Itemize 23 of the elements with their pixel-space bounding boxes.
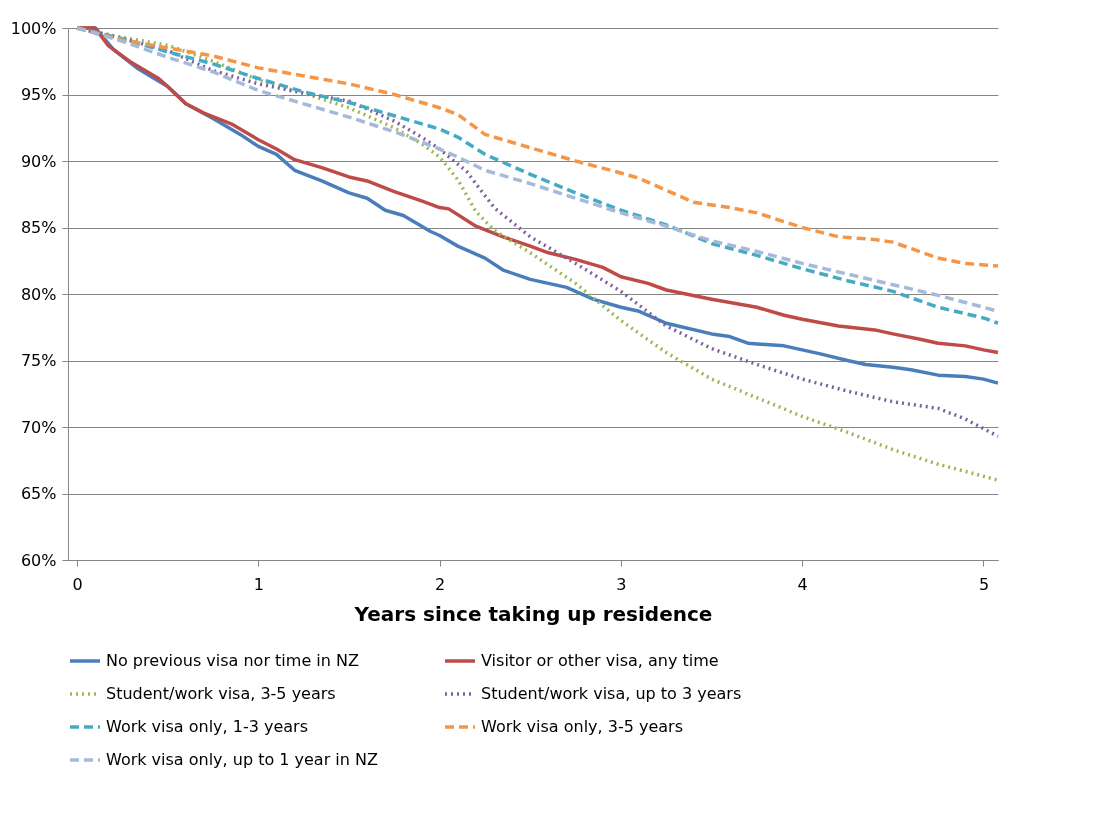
legend-label: Work visa only, 3-5 years (481, 717, 684, 736)
legend-label: Visitor or other visa, any time (481, 651, 719, 670)
legend-label: Work visa only, up to 1 year in NZ (106, 750, 378, 769)
legend-label: Student/work visa, up to 3 years (481, 684, 742, 703)
x-tick-label: 3 (616, 574, 627, 594)
y-tick-label: 85% (20, 218, 57, 237)
y-tick-label: 70% (20, 417, 57, 437)
x-tick-label: 5 (978, 574, 990, 594)
y-tick-label: 100% (10, 18, 57, 38)
y-tick-label: 95% (20, 85, 57, 104)
x-axis-title: Years since taking up residence (353, 601, 713, 626)
legend-label: Student/work visa, 3-5 years (106, 684, 336, 703)
x-tick-label: 1 (253, 574, 264, 594)
legend-label: No previous visa nor time in NZ (106, 651, 359, 670)
x-tick-label: 4 (797, 574, 808, 594)
y-tick-label: 90% (20, 151, 57, 171)
y-tick-label: 75% (20, 351, 57, 370)
x-tick-label: 2 (435, 574, 446, 594)
y-tick-label: 80% (20, 284, 57, 304)
legend-label: Work visa only, 1-3 years (106, 717, 309, 736)
y-tick-label: 60% (20, 550, 57, 570)
x-tick-label: 0 (72, 574, 83, 594)
y-tick-label: 65% (20, 484, 57, 503)
